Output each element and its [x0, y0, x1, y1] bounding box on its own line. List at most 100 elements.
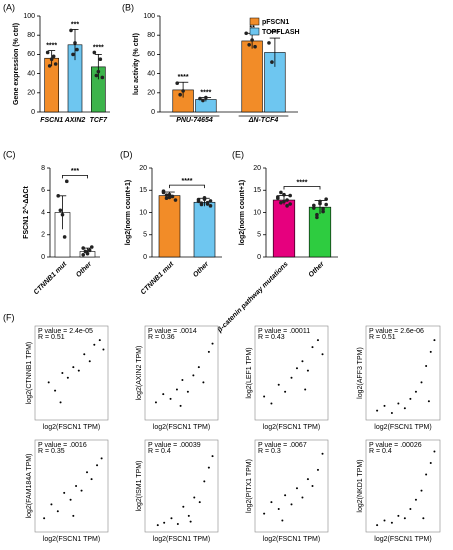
- scatter-point: [390, 521, 393, 524]
- data-point: [51, 54, 56, 59]
- data-point: [87, 248, 92, 253]
- data-point: [81, 252, 86, 257]
- scatter-point: [403, 407, 406, 410]
- scatter-point: [277, 383, 280, 386]
- legend-label: pFSCN1: [262, 19, 289, 26]
- bar: [308, 206, 332, 258]
- data-point: [204, 95, 208, 100]
- significance: ***: [71, 21, 79, 28]
- data-point: [173, 198, 178, 202]
- scatter-point: [187, 514, 190, 517]
- y-tick-label: 6: [41, 187, 45, 194]
- scatter-point: [420, 489, 423, 492]
- plot-frame: [365, 325, 441, 421]
- scatter-point: [170, 517, 173, 520]
- scatter-point: [321, 452, 324, 455]
- scatter-point: [43, 517, 46, 520]
- data-point: [288, 193, 292, 198]
- significance: ***: [71, 168, 79, 175]
- data-point: [164, 193, 169, 197]
- y-tick-label: 0: [143, 254, 147, 261]
- annotation: P value = .0016: [38, 442, 87, 449]
- data-point: [318, 201, 322, 206]
- x-tick-label: Other: [308, 260, 327, 279]
- y-tick-label: 20: [139, 165, 147, 172]
- scatter-point: [284, 494, 287, 497]
- data-point: [324, 197, 328, 201]
- data-point: [321, 209, 325, 214]
- annotation: P value = .00026: [369, 442, 422, 449]
- x-tick-label: CTNNB1 mut: [33, 260, 69, 296]
- comparison-bracket: [62, 174, 88, 179]
- data-point: [199, 201, 204, 205]
- scatter-point: [202, 381, 205, 384]
- x-axis-label: log2(FSCN1 TPM): [43, 424, 100, 431]
- data-point: [85, 251, 90, 256]
- scatter-point: [72, 366, 75, 369]
- scatter-point: [198, 501, 201, 504]
- data-point: [288, 202, 292, 206]
- data-point: [201, 98, 205, 103]
- scatter-point: [61, 372, 64, 374]
- x-tick-label: PNU-74654: [176, 117, 213, 124]
- scatter-point: [422, 517, 425, 520]
- bar: [272, 199, 296, 258]
- y-axis-label: log2(PITX1 TPM): [246, 459, 253, 513]
- y-tick-label: 5: [257, 232, 261, 239]
- y-tick-label: 80: [147, 32, 155, 39]
- scatter-point: [96, 464, 99, 467]
- significance: ****: [297, 179, 308, 186]
- y-tick-label: 100: [23, 13, 35, 20]
- data-point: [92, 50, 97, 55]
- plot-frame: [254, 325, 329, 421]
- y-tick-label: 20: [27, 90, 35, 97]
- significance: ****: [182, 178, 193, 185]
- y-tick-label: 60: [27, 51, 35, 58]
- data-point: [181, 89, 185, 93]
- data-point: [205, 202, 210, 206]
- y-axis-label: luc activity (% ctrl): [133, 33, 140, 95]
- y-tick-label: 40: [147, 70, 155, 77]
- scatter-point: [409, 397, 412, 400]
- annotation: R = 0.36: [148, 334, 175, 341]
- scatter-point: [211, 342, 214, 345]
- scatter-point: [156, 524, 159, 527]
- scatter-point: [98, 339, 101, 342]
- annotation: P value = 2.6e-06: [369, 328, 424, 335]
- scatter-point: [207, 350, 210, 353]
- scatter-point: [306, 369, 309, 372]
- data-point: [244, 31, 249, 36]
- data-point: [247, 43, 251, 47]
- data-point: [267, 41, 271, 45]
- x-axis-label: log2(FSCN1 TPM): [374, 536, 431, 543]
- data-point: [167, 195, 172, 200]
- data-point: [279, 190, 283, 195]
- data-point: [253, 44, 257, 49]
- y-tick-label: 40: [27, 70, 35, 77]
- scatter-point: [197, 366, 200, 369]
- data-point: [282, 199, 286, 204]
- scatter-point: [414, 498, 417, 501]
- annotation: R = 0.51: [369, 334, 396, 341]
- plot-frame: [254, 439, 329, 533]
- x-tick-label: CTNNB1 mut: [140, 260, 176, 296]
- annotation: R = 0.4: [148, 448, 171, 455]
- scatter-point: [63, 491, 66, 494]
- scatter-point: [290, 376, 293, 379]
- y-tick-label: 80: [27, 32, 35, 39]
- scatter-point: [175, 388, 178, 391]
- data-point: [279, 200, 283, 205]
- annotation: P value = 2.4e-05: [38, 328, 93, 335]
- data-point: [56, 194, 61, 198]
- data-point: [202, 196, 207, 200]
- scatter-point: [427, 400, 430, 403]
- scatter-point: [154, 401, 157, 404]
- y-tick-label: 0: [31, 109, 35, 116]
- y-axis-label: log2(norm count+1): [239, 180, 246, 246]
- y-axis-label: FSCN1 2^-ΔΔCt: [22, 186, 30, 239]
- scatter-point: [69, 498, 72, 501]
- x-tick-label: TCF7: [90, 117, 109, 124]
- data-point: [198, 96, 202, 101]
- scatter-point: [176, 522, 179, 525]
